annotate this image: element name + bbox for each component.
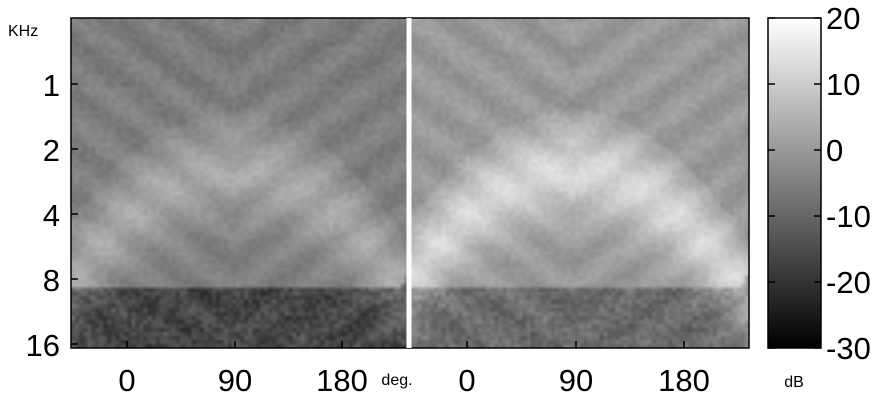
y-tick-label: 8 — [43, 263, 60, 298]
y-tick-label: 4 — [43, 198, 60, 233]
colorbar-tick-label: -20 — [826, 265, 871, 300]
right-heatmap-image — [409, 18, 749, 348]
y-tick-label: 1 — [43, 68, 60, 103]
colorbar-tick-label: -10 — [826, 199, 871, 234]
colorbar-unit-label: dB — [784, 374, 804, 391]
colorbar-tick-label: 20 — [826, 1, 860, 36]
right-x-tick-label: 0 — [458, 363, 475, 398]
left-heatmap-image — [71, 18, 409, 348]
colorbar-tick-label: 10 — [826, 67, 860, 102]
left-x-tick-label: 90 — [218, 363, 252, 398]
colorbar-tick-label: -30 — [826, 331, 871, 366]
y-axis-unit-label: KHz — [8, 23, 38, 40]
left-heatmap-panel — [70, 17, 410, 349]
right-heatmap-panel — [408, 17, 750, 349]
right-x-tick-label: 180 — [658, 363, 710, 398]
colorbar — [767, 17, 822, 349]
right-x-tick-label: 90 — [559, 363, 593, 398]
x-axis-unit-label: deg. — [381, 372, 412, 389]
colorbar-gradient — [767, 17, 822, 349]
left-x-tick-label: 180 — [316, 363, 368, 398]
y-tick-label: 16 — [26, 328, 60, 363]
left-x-tick-label: 0 — [118, 363, 135, 398]
y-tick-label: 2 — [43, 133, 60, 168]
tick-marks — [71, 17, 821, 349]
colorbar-tick-label: 0 — [826, 133, 843, 168]
